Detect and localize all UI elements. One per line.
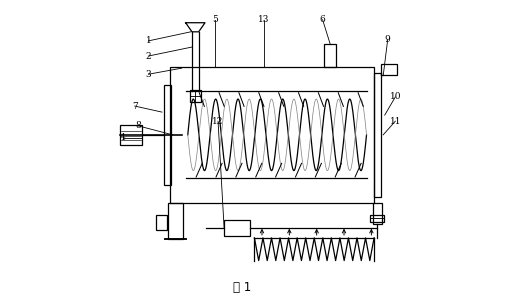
Text: 10: 10	[389, 92, 401, 102]
Bar	[224, 220, 250, 236]
Bar	[370, 215, 384, 222]
Bar	[190, 90, 201, 102]
Text: 6: 6	[320, 15, 326, 24]
Text: 8: 8	[135, 121, 141, 130]
Bar	[164, 85, 171, 185]
Text: 2: 2	[145, 52, 151, 61]
Bar	[324, 44, 336, 67]
Text: 1: 1	[145, 36, 151, 45]
Text: 5: 5	[212, 15, 218, 24]
Bar	[120, 125, 142, 145]
Text: 图 1: 图 1	[233, 281, 251, 294]
Bar	[373, 203, 382, 224]
Bar	[156, 215, 168, 230]
Bar	[381, 64, 397, 75]
Text: 12: 12	[212, 117, 224, 126]
Text: 9: 9	[385, 35, 391, 44]
Bar	[374, 73, 381, 197]
Bar	[168, 203, 183, 239]
Text: 3: 3	[145, 70, 151, 79]
Bar	[170, 67, 374, 203]
Text: 4: 4	[120, 133, 125, 142]
Text: 11: 11	[389, 117, 401, 126]
Text: 7: 7	[132, 102, 138, 111]
Text: 13: 13	[258, 15, 269, 24]
